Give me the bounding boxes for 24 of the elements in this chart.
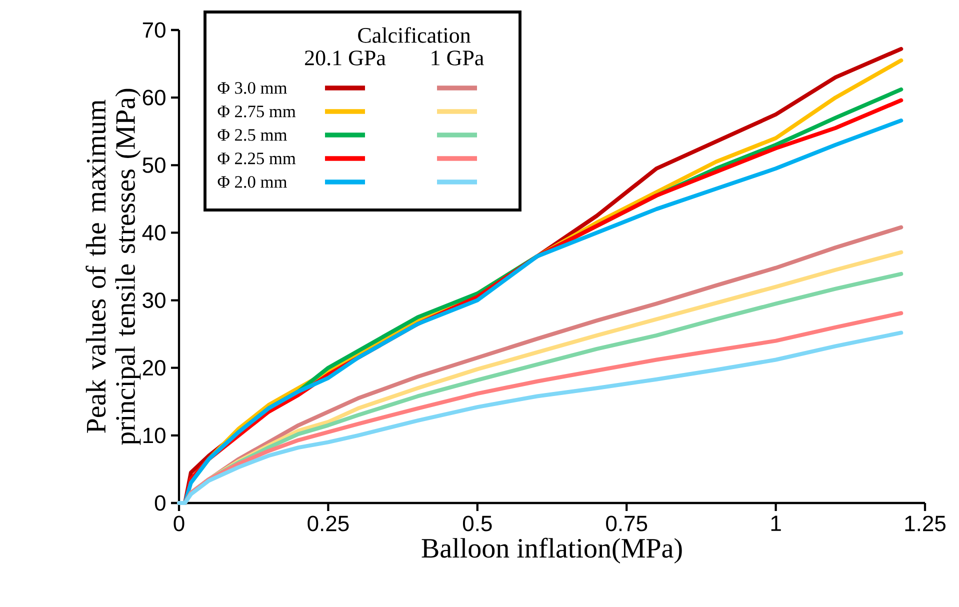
y-tick-label: 70: [142, 22, 166, 38]
y-tick-label: 10: [143, 428, 166, 444]
legend-label: Φ 2.5 mm: [218, 129, 287, 141]
x-tick-label: 0: [174, 516, 184, 532]
legend-label: Φ 2.0 mm: [218, 176, 287, 188]
x-tick-label: 0.25: [308, 516, 349, 532]
x-tick-label: 1: [771, 516, 781, 531]
annotation: 20.1 GPa: [305, 50, 386, 66]
y-tick-label: 40: [142, 224, 166, 240]
legend-label: Φ 2.75 mm: [218, 106, 296, 118]
x-axis-title: Balloon inflation(MPa): [422, 538, 682, 564]
x-tick-label: 1.25: [905, 516, 946, 532]
y-axis-title: Peak values of the maximum principal tensile stresses (MPa): [86, 88, 141, 445]
x-tick-label: 0.75: [606, 516, 648, 532]
y-tick-label: 50: [142, 157, 166, 173]
y-tick-label: 30: [142, 292, 166, 308]
x-tick-label: 0.5: [462, 516, 492, 532]
legend-label: Φ 3.0 mm: [218, 82, 287, 94]
y-tick-label: 20: [142, 360, 166, 376]
annotation: 1 GPa: [432, 50, 484, 66]
y-tick-label: 0: [154, 495, 166, 511]
y-tick-label: 60: [142, 90, 166, 106]
legend-label: Φ 2.25 mm: [218, 152, 296, 164]
legend-title: Calcification: [358, 27, 471, 43]
